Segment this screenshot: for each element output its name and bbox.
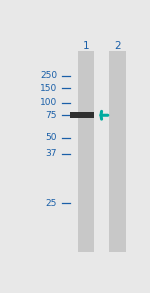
Text: 37: 37 bbox=[46, 149, 57, 158]
Text: 50: 50 bbox=[46, 133, 57, 142]
Text: 25: 25 bbox=[46, 199, 57, 208]
Text: 150: 150 bbox=[40, 84, 57, 93]
Text: 75: 75 bbox=[46, 111, 57, 120]
Text: 100: 100 bbox=[40, 98, 57, 107]
Text: 250: 250 bbox=[40, 71, 57, 80]
Text: 1: 1 bbox=[83, 41, 90, 51]
Bar bbox=[110, 51, 126, 252]
Bar bbox=[70, 113, 94, 118]
Bar bbox=[78, 51, 94, 252]
Text: 2: 2 bbox=[114, 41, 121, 51]
